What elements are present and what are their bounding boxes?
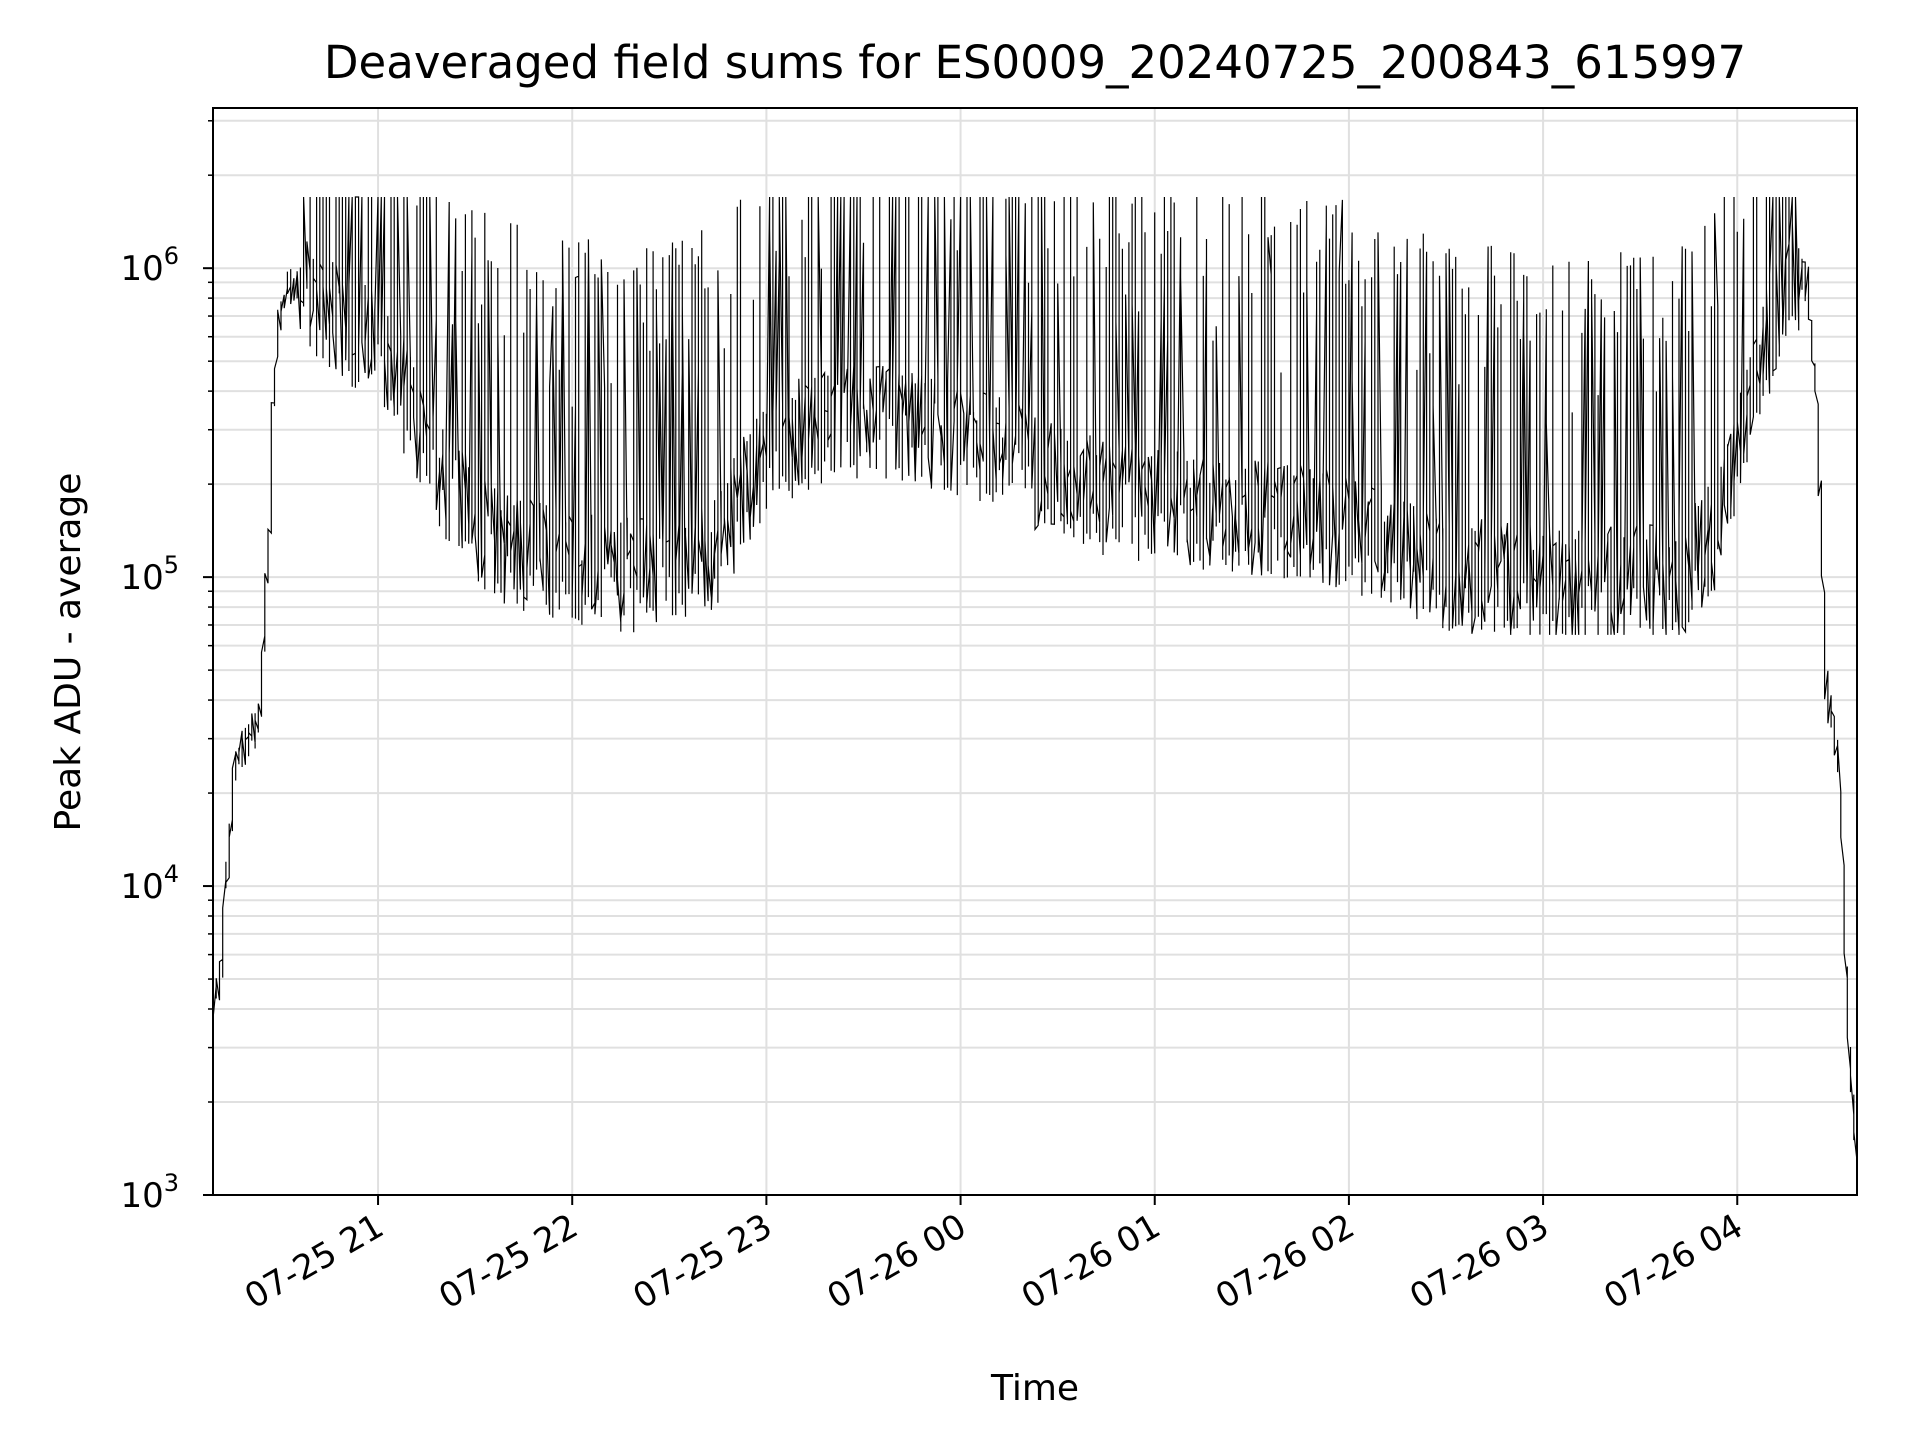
x-axis-label: Time [990, 1368, 1079, 1409]
y-axis-label: Peak ADU - average [48, 473, 89, 832]
chart-title: Deaveraged field sums for ES0009_2024072… [324, 36, 1746, 89]
y-tick-label: 105 [120, 551, 179, 598]
grid-lines [213, 108, 1857, 1196]
x-tick-label: 07-25 21 [238, 1206, 390, 1317]
y-tick-exponent: 6 [164, 242, 179, 270]
y-tick-exponent: 3 [164, 1169, 179, 1197]
x-tick-label: 07-26 04 [1597, 1206, 1749, 1317]
x-tick-label: 07-26 00 [821, 1206, 973, 1317]
x-tick-label: 07-26 03 [1403, 1206, 1555, 1317]
y-tick-exponent: 4 [164, 860, 179, 888]
y-tick-label: 106 [120, 242, 179, 289]
x-tick-label: 07-25 23 [627, 1206, 779, 1317]
series-lines [212, 196, 1858, 1161]
y-tick-label: 103 [120, 1169, 179, 1216]
series-line [212, 196, 1858, 1161]
plot-frame [212, 107, 1858, 1196]
x-tick-label: 07-25 22 [432, 1206, 584, 1317]
x-tick-label: 07-26 01 [1015, 1206, 1167, 1317]
x-tick-label: 07-26 02 [1209, 1206, 1361, 1317]
y-tick-label: 104 [120, 860, 179, 907]
y-tick-exponent: 5 [164, 551, 179, 579]
